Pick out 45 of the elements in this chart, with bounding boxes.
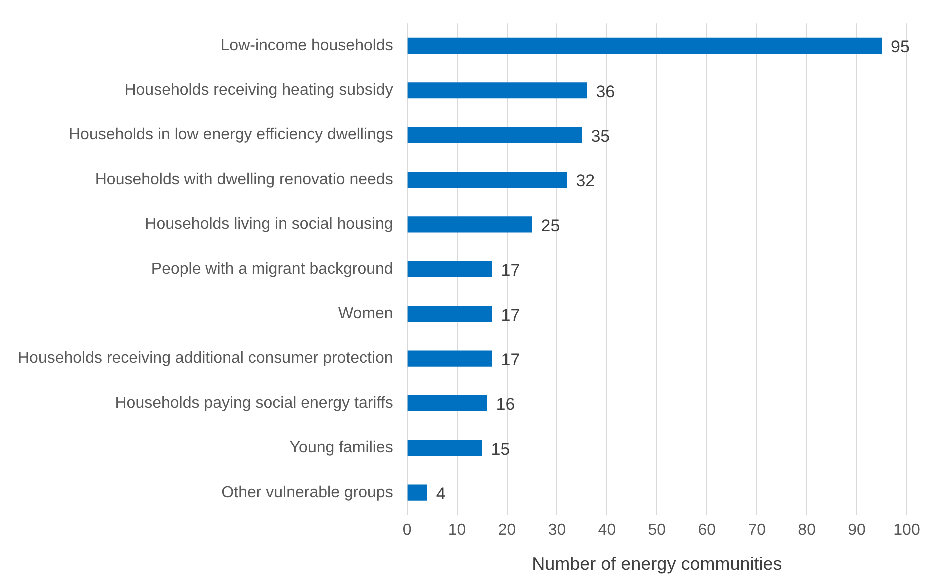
data-label: 15: [491, 440, 510, 459]
x-tick-label: 100: [894, 522, 920, 540]
x-tick-label: 80: [798, 522, 816, 540]
y-tick-label: Households living in social housing: [145, 216, 394, 234]
x-tick-label: 60: [698, 522, 716, 540]
bar: [408, 306, 492, 322]
data-label: 4: [436, 484, 446, 504]
y-tick-label: Households with dwelling renovatio needs: [95, 171, 394, 188]
data-label: 16: [496, 395, 516, 414]
x-tick-label: 40: [598, 522, 616, 540]
x-tick-label: 90: [848, 522, 866, 540]
bar: [408, 350, 492, 367]
data-label: 36: [596, 82, 616, 102]
data-label: 95: [891, 38, 910, 57]
data-label: 17: [501, 261, 520, 280]
y-tick-label: People with a migrant background: [151, 260, 394, 278]
y-tick-label: Other vulnerable groups: [222, 484, 394, 502]
x-tick-label: 30: [548, 522, 566, 540]
bar: [408, 484, 428, 501]
data-label: 17: [501, 350, 520, 370]
data-label: 32: [576, 172, 596, 191]
bar: [408, 82, 588, 99]
x-tick-label: 50: [648, 522, 666, 540]
bar: [408, 261, 492, 278]
x-tick-label: 70: [748, 522, 766, 540]
bar: [408, 440, 482, 456]
x-tick-label: 20: [498, 522, 516, 540]
x-axis-title: Number of energy communities: [532, 554, 782, 574]
bar: [408, 172, 568, 188]
bar: [408, 395, 488, 412]
x-tick-label: 10: [448, 522, 466, 540]
y-tick-label: Low-income households: [220, 37, 394, 54]
y-tick-label: Young families: [290, 440, 394, 457]
y-tick-label: Women: [338, 305, 394, 322]
y-tick-label: Households receiving additional consumer protection: [18, 350, 394, 368]
bar: [408, 38, 882, 54]
data-label: 17: [501, 306, 520, 325]
y-tick-label: Households receiving heating subsidy: [124, 82, 394, 100]
y-tick-label: Households in low energy efficiency dwellings: [69, 126, 394, 144]
data-label: 25: [541, 216, 560, 236]
bar: [408, 127, 582, 144]
data-label: 35: [591, 127, 610, 146]
bar: [408, 216, 532, 233]
x-tick-label: 0: [402, 522, 412, 540]
y-tick-label: Households paying social energy tariffs: [115, 394, 394, 412]
